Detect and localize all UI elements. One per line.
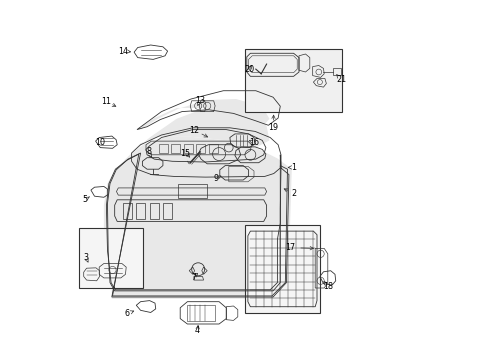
Bar bbox=[136, 203, 145, 219]
Bar bbox=[178, 184, 207, 198]
Text: 6: 6 bbox=[124, 310, 129, 319]
Text: 3: 3 bbox=[83, 253, 88, 262]
Text: 4: 4 bbox=[195, 326, 200, 335]
Bar bbox=[123, 203, 132, 219]
Text: 8: 8 bbox=[146, 148, 151, 157]
Polygon shape bbox=[133, 108, 270, 151]
Text: 18: 18 bbox=[323, 282, 333, 291]
Bar bbox=[245, 225, 320, 313]
Text: 16: 16 bbox=[249, 138, 259, 147]
Text: 13: 13 bbox=[195, 96, 205, 105]
Text: 1: 1 bbox=[291, 163, 296, 172]
Text: 5: 5 bbox=[82, 195, 87, 204]
Text: 15: 15 bbox=[180, 149, 191, 158]
Bar bbox=[187, 305, 215, 321]
Bar bbox=[79, 228, 144, 288]
Polygon shape bbox=[141, 99, 270, 130]
Text: 21: 21 bbox=[337, 76, 346, 85]
Text: 11: 11 bbox=[101, 97, 111, 106]
Bar bbox=[333, 68, 341, 75]
Bar bbox=[171, 144, 180, 153]
Bar bbox=[163, 203, 172, 219]
Polygon shape bbox=[104, 137, 292, 299]
Bar bbox=[184, 144, 193, 153]
Text: 12: 12 bbox=[190, 126, 199, 135]
Text: 14: 14 bbox=[118, 47, 128, 56]
Bar bbox=[149, 203, 159, 219]
Text: 10: 10 bbox=[95, 138, 105, 147]
Text: 9: 9 bbox=[214, 174, 219, 183]
Bar bbox=[209, 144, 218, 153]
Bar bbox=[196, 144, 205, 153]
Text: 19: 19 bbox=[268, 123, 278, 132]
Bar bbox=[245, 49, 342, 112]
Bar bbox=[159, 144, 168, 153]
Text: 2: 2 bbox=[291, 189, 296, 198]
Text: 20: 20 bbox=[244, 65, 254, 74]
Text: 17: 17 bbox=[285, 243, 295, 252]
Text: 7: 7 bbox=[191, 273, 196, 282]
